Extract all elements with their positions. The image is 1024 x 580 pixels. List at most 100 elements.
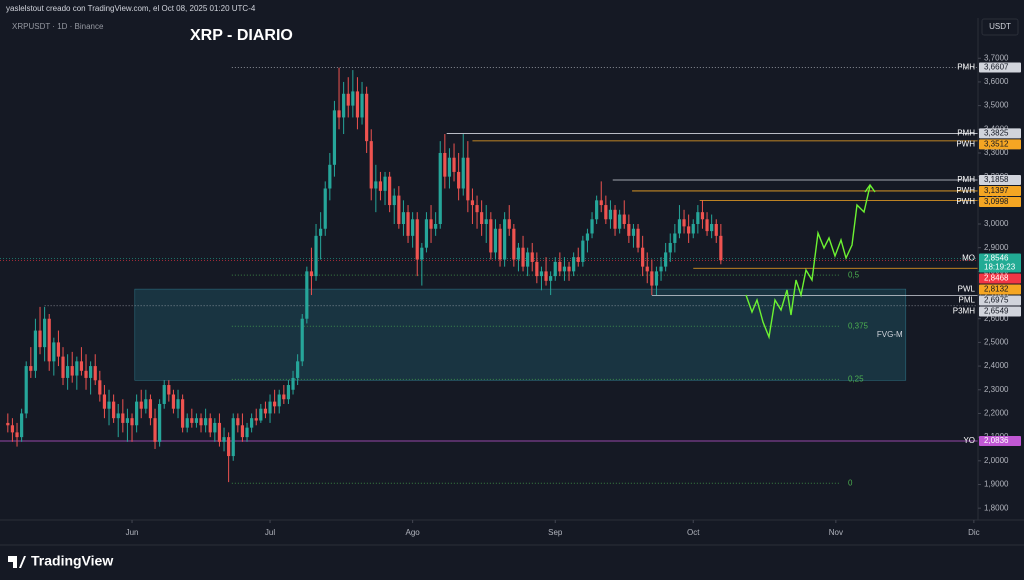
fib-label: 0,25 — [848, 374, 864, 383]
candle-body — [562, 266, 567, 272]
candle-body — [576, 257, 580, 262]
candle-body — [604, 205, 608, 220]
fib-label: 0 — [848, 478, 853, 487]
price-label-box — [979, 62, 1021, 73]
candle-body — [507, 219, 511, 229]
candle-body — [388, 176, 392, 206]
axes: 1,80001,90002,00002,10002,20002,30002,40… — [126, 53, 1021, 537]
price-label: 3,3512 — [984, 140, 1009, 149]
price-label-box — [979, 197, 1021, 208]
candle-body — [397, 195, 401, 225]
candle-body — [245, 427, 249, 438]
candle-body — [641, 247, 645, 267]
price-label-box — [979, 436, 1021, 447]
symbol: XRPUSDT · 1D · Binance — [12, 22, 104, 31]
candle-body — [148, 399, 153, 419]
candle-body — [489, 219, 493, 253]
price-label-box — [979, 306, 1021, 317]
candle-body — [443, 152, 447, 177]
price-label-box — [979, 139, 1021, 150]
candle-body — [300, 318, 304, 362]
price-label-box — [979, 175, 1021, 186]
candle-body — [286, 385, 291, 400]
candle-body — [102, 394, 107, 409]
candle-body — [259, 408, 263, 421]
candle-body — [250, 418, 254, 428]
candle-body — [305, 271, 309, 319]
currency[interactable]: USDT — [989, 22, 1011, 31]
candle-body — [374, 181, 378, 189]
y-tick-label: 1,8000 — [984, 503, 1009, 512]
candle-body — [6, 422, 10, 426]
logo: TradingView — [8, 553, 113, 569]
candle-body — [291, 377, 295, 390]
level-name: PMH — [957, 63, 975, 72]
candle-body — [378, 181, 383, 191]
candle-body — [199, 418, 203, 426]
candle-body — [171, 394, 176, 409]
x-tick-label: Nov — [829, 528, 843, 537]
y-tick-label: 3,6000 — [984, 77, 1009, 86]
y-tick-label: 3,7000 — [984, 53, 1009, 62]
candle-body — [631, 228, 636, 236]
candle-body — [608, 209, 613, 220]
candle-body — [516, 247, 521, 260]
y-tick-label: 3,3000 — [984, 148, 1009, 157]
candle-body — [521, 247, 525, 267]
candle-body — [710, 224, 714, 232]
candle-body — [130, 418, 134, 426]
candle-body — [420, 247, 424, 260]
candle-body — [222, 437, 226, 442]
candle-body — [52, 342, 56, 362]
level-name: PWL — [958, 285, 976, 294]
candle-body — [185, 418, 189, 428]
price-label-box — [979, 295, 1021, 306]
candle-body — [263, 408, 268, 414]
candle-body — [314, 235, 318, 277]
y-tick-label: 2,0000 — [984, 456, 1009, 465]
chart-title: XRP - DIARIO — [190, 27, 293, 44]
currency-box[interactable] — [981, 18, 1019, 36]
candle-body — [595, 200, 599, 220]
projection-path — [745, 185, 871, 340]
price-label: 2,8468 — [984, 274, 1009, 283]
level-name: PMH — [957, 129, 975, 138]
candle-body — [33, 330, 38, 371]
candle-body — [332, 110, 337, 165]
y-tick-label: 2,3000 — [984, 385, 1009, 394]
candle-body — [553, 261, 557, 277]
candle-body — [682, 219, 686, 227]
y-tick-label: 2,9000 — [984, 243, 1009, 252]
candle-body — [29, 366, 33, 371]
candle-body — [664, 252, 668, 267]
candle-body — [24, 366, 28, 414]
fvg-zone — [134, 288, 907, 381]
y-tick-label: 2,4000 — [984, 361, 1009, 370]
candle-body — [585, 233, 590, 241]
level-name: PWH — [956, 140, 975, 149]
candle-body — [369, 141, 373, 189]
candle-body — [254, 418, 258, 421]
candle-body — [645, 266, 649, 272]
level-name: PWH — [956, 197, 975, 206]
candle-body — [411, 219, 415, 236]
candle-body — [342, 93, 346, 118]
candle-body — [401, 212, 406, 225]
candle-body — [346, 93, 350, 106]
y-tick-label: 2,2000 — [984, 409, 1009, 418]
candle-body — [125, 418, 130, 423]
candle-body — [66, 366, 70, 378]
x-tick-label: Jul — [265, 528, 275, 537]
candle-body — [43, 318, 47, 348]
candle-body — [227, 437, 231, 457]
candle-body — [139, 401, 143, 409]
candle-body — [79, 361, 84, 371]
candle-body — [581, 240, 585, 262]
candle-body — [475, 205, 479, 213]
candle-body — [116, 413, 120, 419]
candle-body — [20, 413, 24, 438]
candle-body — [89, 366, 93, 378]
candle-body — [10, 425, 15, 433]
x-tick-label: Ago — [406, 528, 421, 537]
